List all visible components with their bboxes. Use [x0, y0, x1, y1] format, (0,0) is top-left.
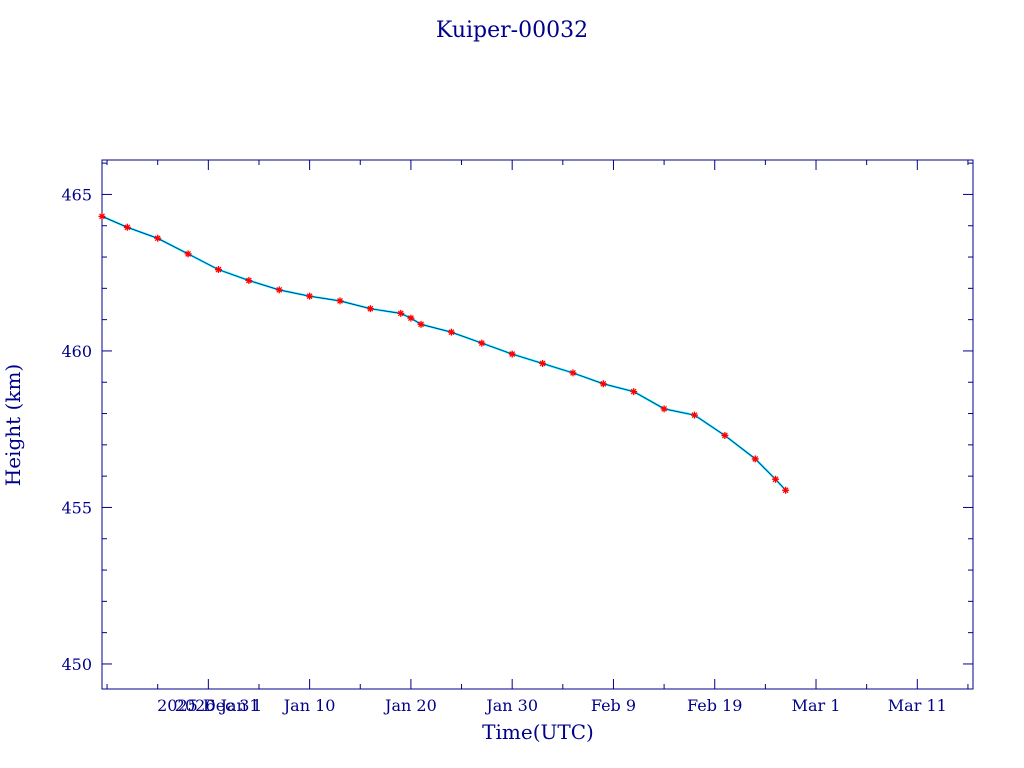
x-tick-label: Jan 20 [383, 696, 437, 715]
data-point [782, 486, 790, 494]
data-point [407, 314, 415, 322]
data-point [772, 475, 780, 483]
series-line-core [101, 216, 786, 491]
y-tick-label: 450 [61, 655, 92, 674]
data-point [397, 309, 405, 317]
x-tick-label: Mar 1 [792, 696, 841, 715]
x-tick-label: 2025 Dec 31 [157, 696, 260, 715]
chart-title: Kuiper-00032 [436, 18, 588, 43]
data-point [275, 286, 283, 294]
data-point [690, 411, 698, 419]
data-point [366, 305, 374, 313]
y-axis-label: Height (km) [1, 364, 25, 486]
data-point [98, 212, 106, 220]
data-point [245, 277, 253, 285]
y-tick-label: 465 [61, 185, 92, 204]
y-tick-label: 455 [61, 498, 92, 517]
data-point [721, 431, 729, 439]
data-point [123, 223, 131, 231]
plot-frame [101, 159, 974, 690]
y-tick-label: 460 [61, 342, 92, 361]
x-axis-label: Time(UTC) [482, 720, 594, 744]
data-point [660, 405, 668, 413]
x-tick-label: Jan 10 [282, 696, 336, 715]
data-point [630, 388, 638, 396]
x-tick-label: Jan 30 [484, 696, 538, 715]
series-line [101, 215, 787, 491]
data-point [184, 250, 192, 258]
data-point [336, 297, 344, 305]
data-point [751, 455, 759, 463]
x-tick-label: Feb 9 [591, 696, 636, 715]
data-point [508, 350, 516, 358]
data-point [569, 369, 577, 377]
data-point [599, 380, 607, 388]
data-series [98, 212, 790, 494]
data-point [214, 266, 222, 274]
data-point [539, 359, 547, 367]
data-point [447, 328, 455, 336]
data-point [154, 234, 162, 242]
x-tick-label: 2026 Jan 1 [175, 696, 262, 715]
x-tick-label: Feb 19 [687, 696, 742, 715]
data-point [478, 339, 486, 347]
data-point [417, 320, 425, 328]
data-point [306, 292, 314, 300]
x-tick-label: Mar 11 [888, 696, 947, 715]
